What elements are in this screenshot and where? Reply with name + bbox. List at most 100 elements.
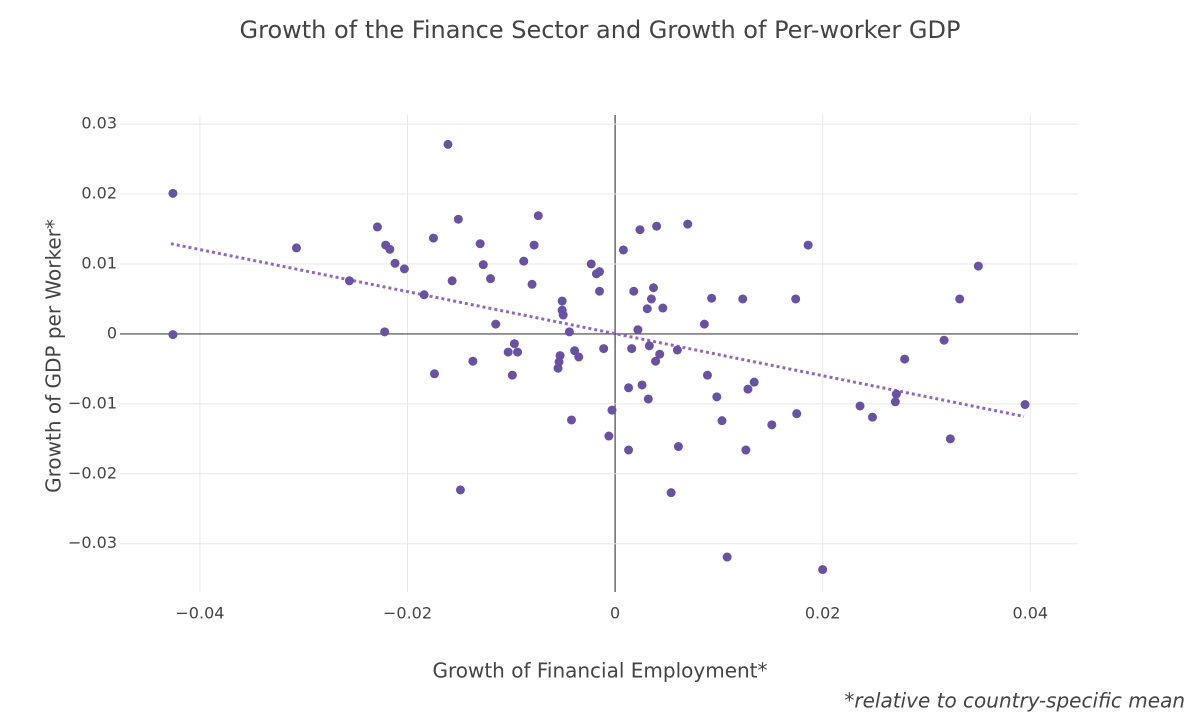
point <box>390 258 400 268</box>
y-tick-label: −0.01 <box>68 393 117 412</box>
x-tick-label: 0.04 <box>1012 604 1048 623</box>
point <box>792 409 802 419</box>
footnote: *relative to country-specific mean <box>844 689 1185 713</box>
point <box>618 245 628 255</box>
y-tick-label: 0 <box>107 323 117 342</box>
point <box>738 294 748 304</box>
point <box>648 283 658 293</box>
point <box>503 347 513 357</box>
point <box>380 327 390 337</box>
point <box>558 310 568 320</box>
point <box>372 222 382 232</box>
y-tick-label: −0.02 <box>68 463 117 482</box>
point <box>513 347 523 357</box>
point <box>491 319 501 329</box>
point <box>741 445 751 455</box>
point <box>509 339 519 349</box>
point <box>385 244 395 254</box>
point <box>555 351 565 361</box>
point <box>607 405 617 415</box>
point <box>855 401 865 411</box>
point <box>455 485 465 495</box>
point <box>595 267 605 277</box>
point <box>722 552 732 562</box>
point <box>1020 400 1030 410</box>
point <box>399 264 409 274</box>
point <box>890 397 900 407</box>
y-tick-label: −0.03 <box>68 533 117 552</box>
trend-line <box>170 242 1025 418</box>
point <box>447 276 457 286</box>
point <box>475 239 485 249</box>
point <box>642 304 652 314</box>
x-tick-label: −0.04 <box>175 604 224 623</box>
point <box>717 416 727 426</box>
point <box>527 279 537 289</box>
point <box>478 260 488 270</box>
point <box>629 286 639 296</box>
x-tick-label: −0.02 <box>383 604 432 623</box>
x-tick-label: 0.02 <box>805 604 841 623</box>
point <box>586 259 596 269</box>
point <box>643 394 653 404</box>
point <box>743 384 753 394</box>
point <box>443 139 453 149</box>
point <box>507 370 517 380</box>
point <box>519 256 529 266</box>
point <box>955 294 965 304</box>
point <box>651 356 661 366</box>
point <box>595 286 605 296</box>
point <box>635 225 645 235</box>
point <box>168 330 178 340</box>
point <box>453 214 463 224</box>
chart-title: Growth of the Finance Sector and Growth … <box>240 16 961 44</box>
point <box>683 219 693 229</box>
point <box>566 415 576 425</box>
point <box>658 303 668 313</box>
point <box>428 233 438 243</box>
point <box>637 380 647 390</box>
point <box>486 274 496 284</box>
point <box>644 341 654 351</box>
point <box>624 445 634 455</box>
point <box>291 243 301 253</box>
point <box>791 294 801 304</box>
point <box>702 370 712 380</box>
x-tick-label: 0 <box>610 604 620 623</box>
point <box>672 345 682 355</box>
point <box>973 261 983 271</box>
point <box>646 294 656 304</box>
point <box>666 488 676 498</box>
point <box>624 383 634 393</box>
point <box>599 344 609 354</box>
point <box>867 412 877 422</box>
point <box>633 325 643 335</box>
point <box>652 221 662 231</box>
point <box>168 188 178 198</box>
point <box>699 319 709 329</box>
point <box>604 431 614 441</box>
x-axis-title: Growth of Financial Employment* <box>432 659 767 683</box>
point <box>818 565 828 575</box>
point <box>529 240 539 250</box>
y-axis-title: Growth of GDP per Worker* <box>42 219 66 493</box>
point <box>627 344 637 354</box>
point <box>564 327 574 337</box>
point <box>891 389 901 399</box>
point <box>803 240 813 250</box>
point <box>468 356 478 366</box>
point <box>767 420 777 430</box>
point <box>712 392 722 402</box>
point <box>673 442 683 452</box>
point <box>749 377 759 387</box>
y-tick-label: 0.03 <box>81 114 117 133</box>
point <box>533 211 543 221</box>
y-tick-label: 0.01 <box>81 253 117 272</box>
y-tick-label: 0.02 <box>81 184 117 203</box>
point <box>574 352 584 362</box>
point <box>557 296 567 306</box>
point <box>344 276 354 286</box>
point <box>939 335 949 345</box>
point <box>707 293 717 303</box>
